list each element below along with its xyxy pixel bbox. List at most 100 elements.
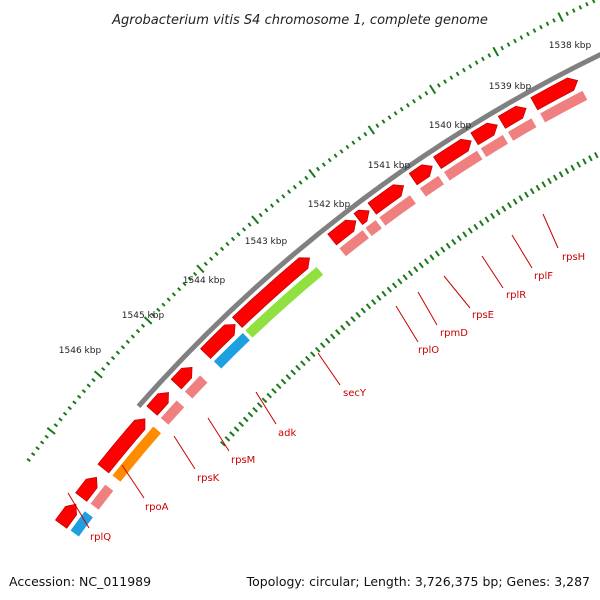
- inner-ruler-tick: [413, 266, 419, 273]
- inner-ruler-tick: [365, 303, 372, 310]
- gene-band: [506, 117, 538, 142]
- inner-ruler-tick: [335, 329, 341, 335]
- accession-text: Accession: NC_011989: [9, 574, 151, 589]
- gene-band: [378, 194, 417, 227]
- gene-leader-line: [443, 275, 471, 309]
- ruler-tick: [443, 79, 447, 84]
- ruler-tick-label: 1543 kbp: [245, 237, 288, 247]
- ruler-tick: [209, 256, 214, 261]
- ruler-tick: [39, 440, 45, 445]
- ruler-tick: [241, 227, 247, 232]
- ruler-tick: [67, 406, 72, 411]
- ruler-tick: [436, 83, 441, 88]
- cds-arrow: [433, 138, 472, 170]
- ruler-tick: [72, 400, 77, 405]
- ruler-tick: [363, 131, 368, 137]
- inner-ruler-tick: [290, 369, 297, 376]
- ruler-tick: [449, 75, 454, 80]
- ruler-tick: [474, 60, 479, 65]
- inner-ruler-tick: [462, 231, 468, 238]
- ruler-tick: [345, 144, 350, 150]
- ruler-tick-label: 1539 kbp: [489, 82, 532, 92]
- inner-ruler-tick: [238, 421, 244, 428]
- ruler-tick: [513, 38, 517, 44]
- inner-ruler-tick: [507, 202, 512, 209]
- inner-ruler-tick: [224, 436, 231, 442]
- ruler-tick: [500, 45, 504, 51]
- ruler-tick: [455, 71, 460, 77]
- inner-ruler-tick: [456, 235, 462, 242]
- inner-ruler-tick: [564, 168, 570, 175]
- ruler-tick: [110, 355, 116, 361]
- ruler-tick: [275, 198, 280, 204]
- inner-ruler-tick: [552, 174, 558, 181]
- ruler-tick: [339, 149, 344, 154]
- cds-arrow: [353, 209, 370, 226]
- ruler-tick: [281, 194, 286, 199]
- gene-label: rplO: [418, 345, 439, 356]
- ruler-tick: [526, 31, 530, 37]
- ruler-tick: [429, 84, 437, 95]
- ruler-tick: [140, 323, 146, 328]
- ruler-tick: [333, 153, 338, 158]
- ruler-tick: [62, 411, 68, 416]
- ruler-tick: [230, 236, 236, 242]
- gene-band: [244, 265, 325, 339]
- gene-band: [159, 399, 186, 426]
- cds-arrow: [146, 392, 169, 416]
- gene-label: rpsK: [197, 473, 220, 484]
- ruler-tick: [539, 24, 543, 30]
- gene-leader-line: [481, 255, 504, 289]
- inner-ruler-tick: [467, 227, 473, 234]
- cds-arrow: [497, 105, 527, 129]
- ruler-tick: [418, 94, 423, 100]
- ruler-tick: [81, 389, 87, 394]
- ruler-tick: [225, 241, 230, 247]
- ruler-tick: [552, 18, 556, 23]
- gene-label: rpmD: [440, 328, 468, 339]
- inner-ruler-tick: [402, 274, 408, 281]
- gene-band: [539, 89, 589, 124]
- inner-ruler-tick: [360, 307, 366, 314]
- ruler-tick: [151, 313, 156, 318]
- ruler-tick: [93, 370, 103, 379]
- gene-leader-line: [542, 213, 559, 249]
- ruler-tick: [35, 446, 40, 451]
- inner-ruler-tick: [324, 337, 331, 344]
- inner-ruler-tick: [512, 198, 518, 205]
- gene-label: rpsM: [231, 455, 255, 466]
- ruler-tick: [236, 232, 241, 237]
- ruler-tick: [115, 350, 121, 355]
- inner-ruler-tick: [350, 316, 356, 323]
- gene-label: rplQ: [90, 532, 111, 543]
- ruler-tick: [375, 123, 380, 128]
- ruler-tick-label: 1541 kbp: [368, 161, 411, 171]
- inner-ruler-tick: [256, 402, 263, 408]
- gene-leader-line: [511, 234, 533, 269]
- ruler-tick: [292, 184, 297, 190]
- gene-label: secY: [343, 388, 367, 399]
- ruler-tick: [399, 107, 404, 112]
- gene-label: rpsH: [562, 252, 585, 263]
- ruler-tick: [247, 222, 252, 227]
- inner-ruler-tick: [501, 205, 507, 212]
- cds-arrow: [367, 184, 405, 215]
- ruler-tick: [367, 125, 376, 135]
- gene-band: [479, 133, 510, 159]
- ruler-tick: [321, 162, 326, 167]
- cds-arrow: [470, 122, 498, 146]
- inner-ruler-tick: [418, 262, 424, 269]
- ruler-tick: [424, 91, 429, 96]
- inner-ruler-tick: [588, 155, 593, 162]
- ruler-tick: [101, 366, 106, 372]
- inner-ruler-tick: [261, 397, 268, 404]
- gene-leader-line: [317, 352, 341, 386]
- inner-ruler-tick: [345, 320, 351, 327]
- inner-ruler-tick: [570, 164, 576, 171]
- ruler-tick: [26, 457, 31, 463]
- ruler-tick: [58, 417, 63, 422]
- cds-arrow: [170, 366, 193, 390]
- inner-ruler-tick: [280, 378, 287, 385]
- gene-leader-line: [255, 391, 277, 425]
- ruler-tick-label: 1538 kbp: [549, 41, 592, 51]
